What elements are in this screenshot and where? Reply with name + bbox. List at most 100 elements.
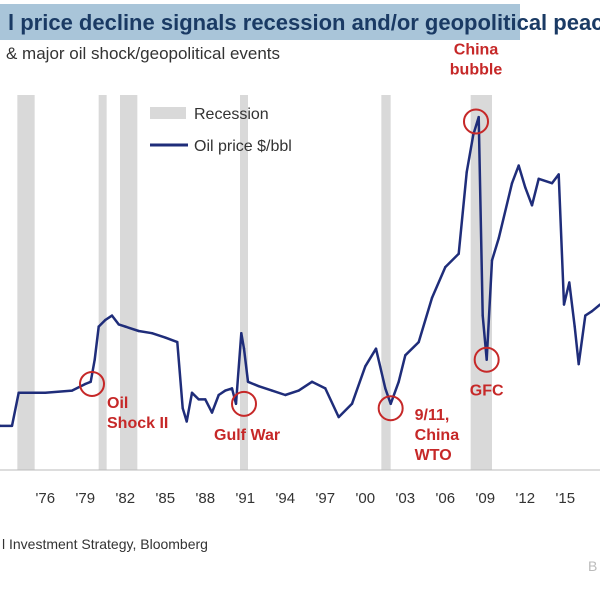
- data-point: [10, 424, 14, 428]
- data-point: [537, 177, 540, 181]
- data-point: [124, 325, 127, 328]
- data-point: [137, 329, 140, 333]
- data-point: [176, 340, 179, 344]
- chart-subtitle: & major oil shock/geopolitical events: [6, 44, 281, 63]
- data-point: [384, 387, 387, 390]
- chart-title: l price decline signals recession and/or…: [8, 10, 600, 35]
- recession-band-0: [17, 95, 35, 470]
- data-point: [242, 347, 246, 350]
- data-point: [337, 415, 340, 419]
- data-point: [389, 402, 392, 406]
- legend-recession-swatch: [150, 107, 186, 119]
- data-point: [517, 164, 520, 167]
- annotation-circle-3: [473, 346, 500, 373]
- data-point: [364, 365, 367, 368]
- data-point: [350, 402, 354, 406]
- series-line-0: [0, 115, 600, 428]
- data-point: [590, 309, 594, 313]
- annotation-circle-0: [79, 370, 105, 397]
- data-point: [246, 380, 250, 383]
- data-point: [164, 336, 167, 339]
- x-tick-label: '97: [316, 490, 336, 507]
- data-point: [240, 332, 243, 335]
- data-point: [185, 420, 188, 423]
- data-point: [568, 281, 571, 284]
- data-point: [465, 171, 468, 174]
- data-point: [230, 387, 234, 390]
- data-point: [93, 358, 96, 361]
- data-point: [557, 173, 560, 176]
- annotation-label: bubble: [450, 61, 503, 78]
- data-point: [297, 389, 300, 392]
- x-tick-label: '88: [196, 490, 216, 507]
- x-tick-label: '79: [76, 490, 96, 507]
- corner-mark: B: [588, 558, 598, 574]
- title-band: [0, 4, 520, 40]
- x-tick-label: '12: [516, 490, 536, 507]
- data-point: [210, 411, 214, 414]
- data-point: [224, 389, 227, 392]
- data-point: [510, 182, 514, 185]
- annotation-label: China: [454, 41, 499, 58]
- data-point: [104, 318, 107, 322]
- data-point: [17, 391, 20, 394]
- data-point: [97, 325, 100, 328]
- legend-oil-label: Oil price $/bbl: [194, 138, 292, 155]
- data-point: [190, 391, 194, 394]
- data-point: [84, 382, 87, 386]
- x-tick-label: '00: [356, 490, 376, 507]
- annotation-circle-2: [377, 395, 404, 422]
- data-point: [485, 358, 488, 361]
- data-point: [197, 398, 200, 401]
- data-point: [481, 314, 484, 317]
- data-point: [217, 393, 220, 397]
- data-point: [181, 407, 184, 410]
- data-point: [0, 424, 2, 428]
- x-tick-label: '82: [116, 490, 136, 507]
- data-point: [457, 252, 460, 256]
- data-point: [204, 398, 207, 401]
- data-point: [374, 347, 378, 350]
- data-point: [257, 384, 260, 388]
- data-point: [573, 325, 576, 328]
- data-point: [530, 204, 534, 207]
- x-tick-label: '85: [156, 490, 176, 507]
- annotation-label: Gulf War: [214, 427, 280, 444]
- data-point: [417, 340, 420, 344]
- x-tick-label: '15: [556, 490, 576, 507]
- data-point: [234, 402, 238, 406]
- data-point: [110, 314, 114, 317]
- data-point: [44, 391, 47, 394]
- data-point: [70, 389, 74, 392]
- annotation-label: Shock II: [107, 415, 168, 432]
- annotation-label: 9/11,: [415, 407, 450, 424]
- data-point: [577, 362, 580, 366]
- data-point: [584, 314, 587, 317]
- data-point: [150, 332, 154, 335]
- annotation-circle-4: [463, 108, 489, 135]
- x-tick-label: '91: [236, 490, 256, 507]
- data-point: [524, 186, 527, 189]
- x-tick-label: '03: [396, 490, 416, 507]
- data-point: [562, 303, 566, 306]
- annotation-circle-1: [231, 390, 257, 417]
- data-point: [284, 393, 287, 397]
- data-point: [324, 387, 327, 390]
- data-point: [444, 265, 447, 269]
- data-point: [430, 296, 434, 300]
- data-point: [117, 323, 120, 326]
- annotation-label: GFC: [470, 383, 504, 400]
- data-point: [397, 380, 400, 383]
- annotation-label: WTO: [415, 447, 452, 464]
- data-point: [404, 354, 407, 357]
- x-tick-label: '06: [436, 490, 456, 507]
- annotation-label: China: [415, 427, 460, 444]
- data-point: [497, 237, 500, 240]
- legend-recession-label: Recession: [194, 106, 269, 123]
- data-point: [550, 182, 554, 185]
- recession-band-4: [381, 95, 391, 470]
- source-note: l Investment Strategy, Bloomberg: [2, 536, 208, 552]
- recession-band-1: [98, 95, 107, 470]
- data-point: [89, 380, 92, 383]
